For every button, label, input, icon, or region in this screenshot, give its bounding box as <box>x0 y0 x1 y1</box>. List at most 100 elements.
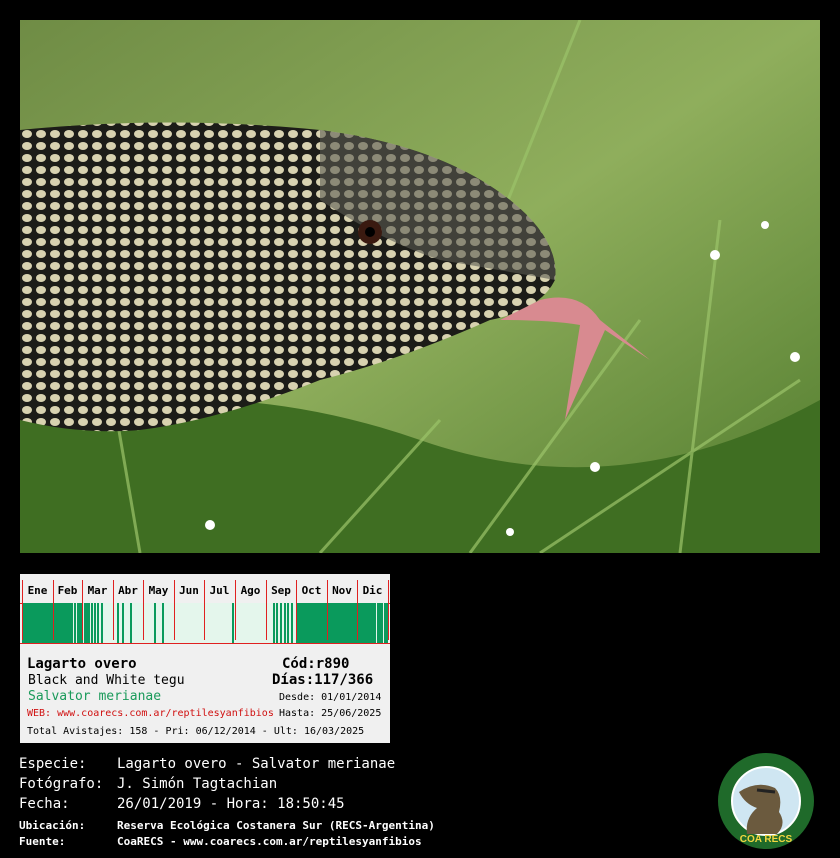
value: J. Simón Tagtachian <box>117 776 278 792</box>
observation-day-bar <box>66 603 68 643</box>
month-divider <box>388 580 389 640</box>
observation-day-bar <box>232 603 234 643</box>
observation-day-bar <box>308 603 310 643</box>
month-label: Dic <box>362 584 383 597</box>
observation-day-bar <box>68 603 70 643</box>
month-divider <box>235 580 236 640</box>
observation-day-bar <box>311 603 313 643</box>
observation-day-bar <box>352 603 354 643</box>
observation-day-bar <box>97 603 99 643</box>
value: CoaRECS - www.coarecs.com.ar/reptilesyan… <box>117 835 422 848</box>
observation-day-bar <box>273 603 275 643</box>
month-label: Jun <box>179 584 199 597</box>
observation-day-bar <box>122 603 124 643</box>
web-link[interactable]: WEB: www.coarecs.com.ar/reptilesyanfibio… <box>27 708 274 719</box>
observation-day-bar <box>117 603 119 643</box>
observation-day-bar <box>130 603 132 643</box>
observation-day-bar <box>291 603 293 643</box>
observation-day-bar <box>162 603 164 643</box>
month-label: Oct <box>301 584 322 597</box>
observation-day-bar <box>384 603 386 643</box>
month-label: Feb <box>57 584 78 597</box>
observation-day-bar <box>323 603 325 643</box>
info-fecha: Fecha: 26/01/2019 - Hora: 18:50:45 <box>19 796 345 812</box>
month-divider <box>296 580 297 640</box>
observation-bars <box>22 603 388 643</box>
observation-day-bar <box>57 603 59 643</box>
observation-day-bar <box>31 603 33 643</box>
observation-day-bar <box>335 603 337 643</box>
observation-day-bar <box>55 603 57 643</box>
label: Fecha: <box>19 796 70 812</box>
month-divider <box>143 580 144 640</box>
month-label: Mar <box>87 584 108 597</box>
observation-day-bar <box>362 603 364 643</box>
observation-day-bar <box>43 603 45 643</box>
scientific-name: Salvator merianae <box>28 689 162 704</box>
days-count: Días:117/366 <box>272 672 374 688</box>
observation-day-bar <box>301 603 303 643</box>
observation-day-bar <box>364 603 366 643</box>
month-divider <box>174 580 175 640</box>
observation-day-bar <box>386 603 388 643</box>
info-especie: Especie: Lagarto overo - Salvator meriana… <box>19 756 395 772</box>
month-label: Ago <box>240 584 261 597</box>
observation-day-bar <box>370 603 372 643</box>
observation-day-bar <box>154 603 156 643</box>
month-label: Sep <box>271 584 291 597</box>
observation-day-bar <box>46 603 48 643</box>
observation-day-bar <box>377 603 379 643</box>
info-ubicacion: Ubicación: Reserva Ecológica Costanera Su… <box>19 819 435 832</box>
observation-card: Lagarto overo Cód:r890 Black and White t… <box>20 574 390 743</box>
english-name: Black and White tegu <box>28 673 185 688</box>
month-divider <box>327 580 328 640</box>
observation-day-bar <box>325 603 327 643</box>
observation-day-bar <box>318 603 320 643</box>
observation-day-bar <box>27 603 29 643</box>
info-fotografo: Fotógrafo: J. Simón Tagtachian <box>19 776 277 792</box>
month-label: May <box>148 584 169 597</box>
observation-day-bar <box>374 603 376 643</box>
value: Lagarto overo - Salvator merianae <box>117 756 396 772</box>
info-fuente: Fuente: CoaRECS - www.coarecs.com.ar/rept… <box>19 835 422 848</box>
observation-day-bar <box>343 603 345 643</box>
observation-day-bar <box>316 603 318 643</box>
observation-day-bar <box>284 603 286 643</box>
observation-day-bar <box>287 603 289 643</box>
month-divider <box>357 580 358 640</box>
label: Fotógrafo: <box>19 776 104 792</box>
label: Fuente: <box>19 835 66 848</box>
month-label: Jul <box>209 584 230 597</box>
observation-day-bar <box>313 603 315 643</box>
observation-day-bar <box>29 603 31 643</box>
totals: Total Avistajes: 158 - Pri: 06/12/2014 -… <box>27 726 365 737</box>
observation-day-bar <box>88 603 90 643</box>
observation-day-bar <box>379 603 381 643</box>
lizard-photo <box>20 20 820 553</box>
observation-day-bar <box>71 603 73 643</box>
observation-day-bar <box>332 603 334 643</box>
observation-day-bar <box>348 603 350 643</box>
observation-day-bar <box>62 603 64 643</box>
month-divider <box>22 580 23 640</box>
label: Especie: <box>19 756 87 772</box>
value: 26/01/2019 - Hora: 18:50:45 <box>117 796 345 812</box>
month-divider <box>82 580 83 640</box>
date-from: Desde: 01/01/2014 <box>279 692 382 703</box>
observation-day-bar <box>84 603 86 643</box>
observation-day-bar <box>36 603 38 643</box>
value: Reserva Ecológica Costanera Sur (RECS-Ar… <box>117 819 435 832</box>
divider <box>20 643 390 644</box>
month-label: Ene <box>27 584 48 597</box>
date-to: Hasta: 25/06/2025 <box>279 708 382 719</box>
month-label: Nov <box>332 584 352 597</box>
observation-day-bar <box>368 603 370 643</box>
observation-day-bar <box>91 603 93 643</box>
observation-day-bar <box>345 603 347 643</box>
observation-day-bar <box>34 603 36 643</box>
month-divider <box>266 580 267 640</box>
svg-text:COA RECS: COA RECS <box>740 834 793 845</box>
observation-day-bar <box>94 603 96 643</box>
observation-day-bar <box>49 603 51 643</box>
observation-day-bar <box>74 603 76 643</box>
